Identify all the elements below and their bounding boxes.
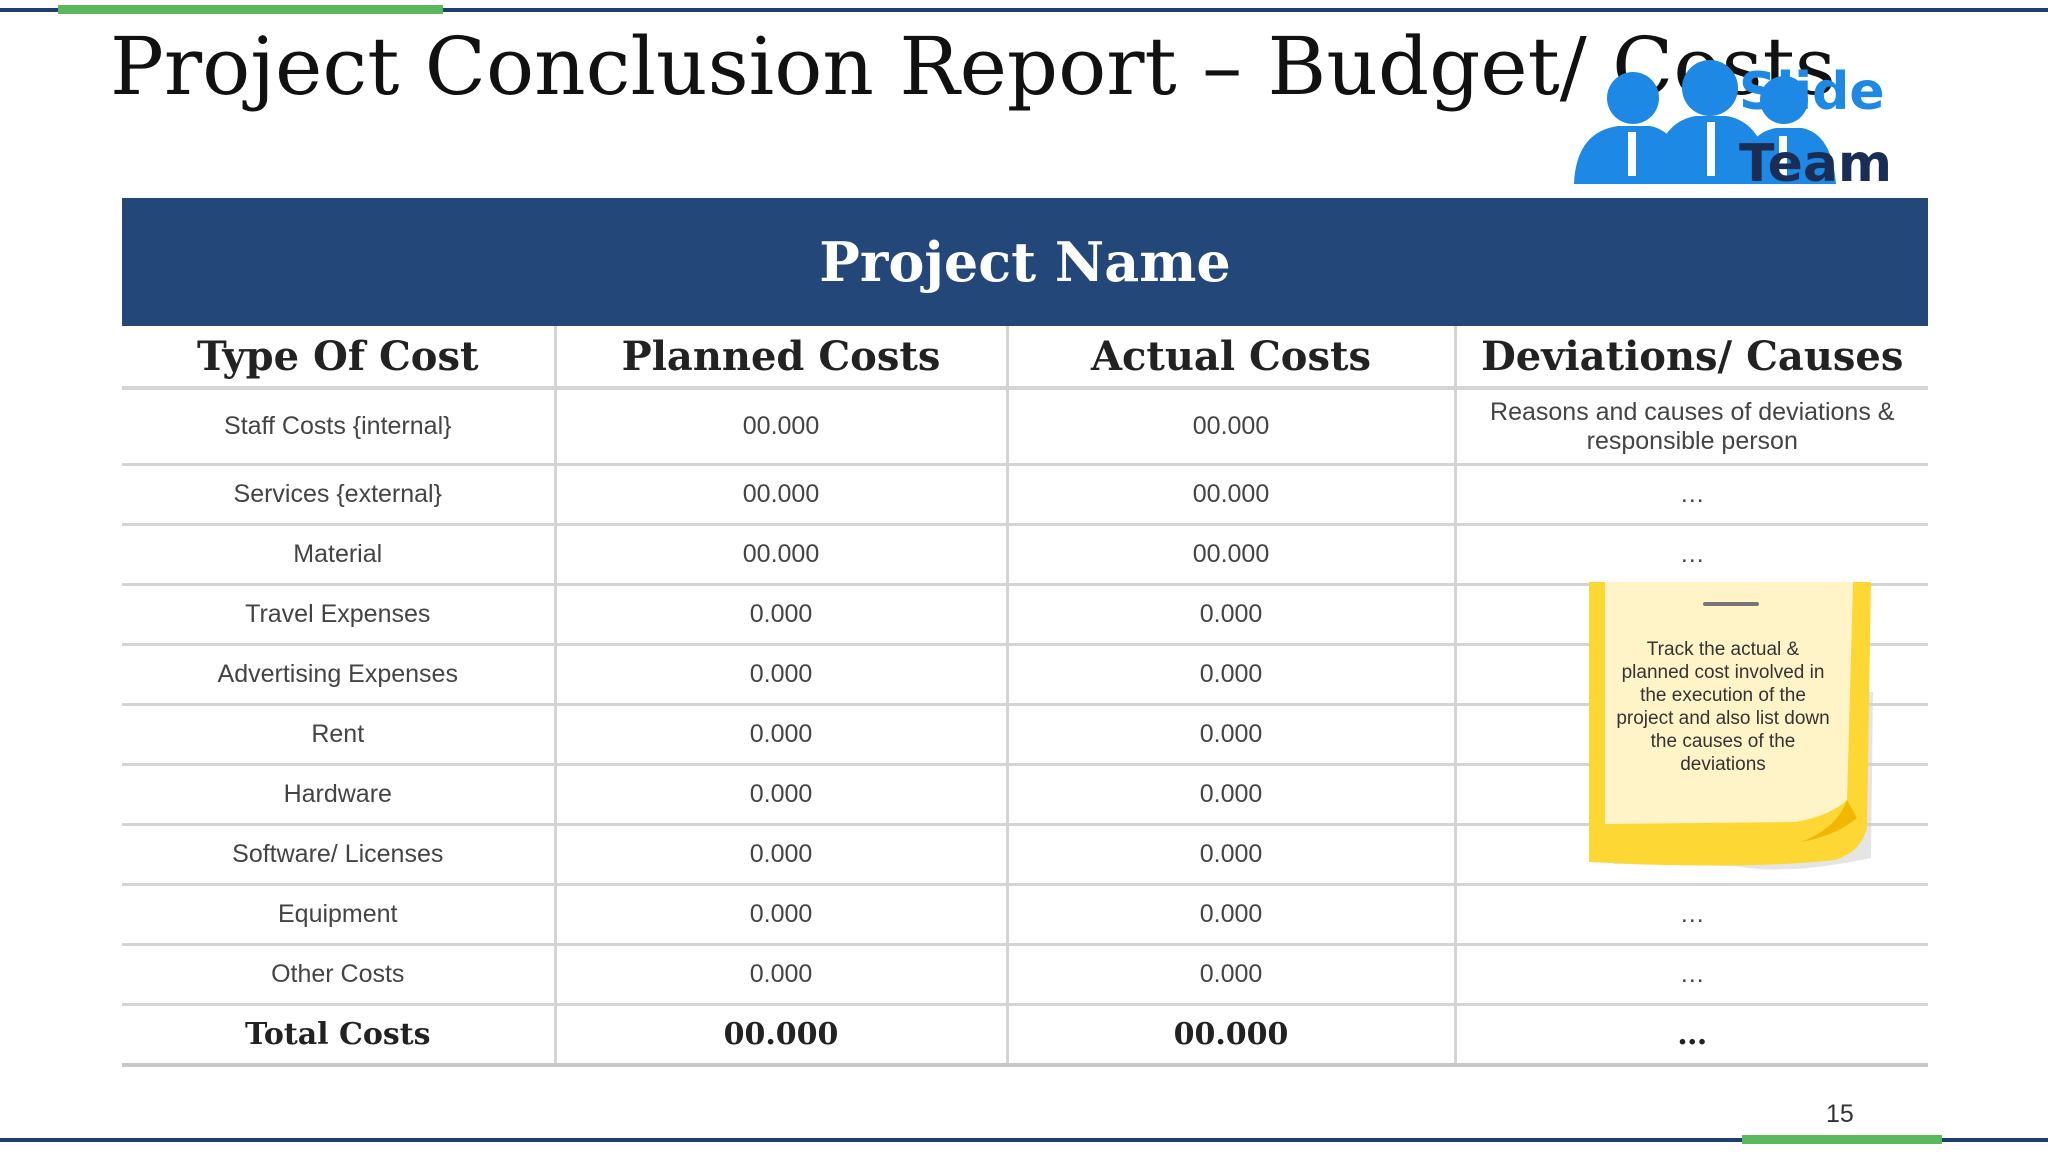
cell-actual: 0.000	[1005, 704, 1455, 766]
table-row: Services {external} 00.000 00.000 …	[122, 464, 1928, 526]
cell-deviation: …	[1453, 884, 1928, 946]
logo-text-slide: Slide	[1739, 62, 1885, 122]
table-row: Material 00.000 00.000 …	[122, 524, 1928, 586]
cell-type: Equipment	[122, 884, 555, 946]
header-actual-costs: Actual Costs	[1005, 326, 1455, 390]
cell-actual: 0.000	[1005, 644, 1455, 706]
sticky-note-icon	[1589, 582, 1873, 870]
top-green-accent	[58, 5, 443, 14]
cell-planned: 0.000	[553, 704, 1007, 766]
cell-deviation: Reasons and causes of deviations & respo…	[1453, 388, 1928, 466]
cell-type: Services {external}	[122, 464, 555, 526]
cell-actual: 00.000	[1005, 388, 1455, 466]
cell-type: Software/ Licenses	[122, 824, 555, 886]
cell-planned: 0.000	[553, 884, 1007, 946]
total-deviation: …	[1453, 1004, 1928, 1067]
header-type-of-cost: Type Of Cost	[122, 326, 555, 390]
cell-type: Rent	[122, 704, 555, 766]
total-planned: 00.000	[553, 1004, 1007, 1067]
bottom-border-rule	[0, 1138, 2048, 1142]
cell-type: Hardware	[122, 764, 555, 826]
table-row: Equipment 0.000 0.000 …	[122, 884, 1928, 946]
cell-planned: 0.000	[553, 824, 1007, 886]
cell-type: Travel Expenses	[122, 584, 555, 646]
logo-text-team: Team	[1739, 134, 1893, 194]
cell-type: Staff Costs {internal}	[122, 388, 555, 466]
cell-actual: 0.000	[1005, 944, 1455, 1006]
cell-actual: 00.000	[1005, 464, 1455, 526]
cell-planned: 00.000	[553, 464, 1007, 526]
slideteam-logo-icon	[1574, 60, 1836, 184]
sticky-note-text: Track the actual & planned cost involved…	[1616, 639, 1830, 775]
cell-planned: 0.000	[553, 644, 1007, 706]
cell-type: Advertising Expenses	[122, 644, 555, 706]
total-actual: 00.000	[1005, 1004, 1455, 1067]
cell-planned: 0.000	[553, 944, 1007, 1006]
table-row: Staff Costs {internal} 00.000 00.000 Rea…	[122, 388, 1928, 466]
table-header-row: Type Of Cost Planned Costs Actual Costs …	[122, 326, 1928, 390]
cell-deviation: …	[1453, 524, 1928, 586]
cell-actual: 0.000	[1005, 584, 1455, 646]
cell-planned: 0.000	[553, 764, 1007, 826]
cell-deviation: …	[1453, 944, 1928, 1006]
cell-type: Material	[122, 524, 555, 586]
cell-actual: 0.000	[1005, 824, 1455, 886]
cell-deviation: …	[1453, 464, 1928, 526]
bottom-green-accent	[1742, 1135, 1942, 1144]
page-number: 15	[1826, 1100, 1854, 1128]
cell-actual: 00.000	[1005, 524, 1455, 586]
table-row: Other Costs 0.000 0.000 …	[122, 944, 1928, 1006]
project-name-banner: Project Name	[122, 198, 1928, 326]
cell-planned: 00.000	[553, 388, 1007, 466]
top-border-rule	[0, 8, 2048, 12]
cell-actual: 0.000	[1005, 884, 1455, 946]
header-deviations-causes: Deviations/ Causes	[1453, 326, 1928, 390]
cell-planned: 00.000	[553, 524, 1007, 586]
slide-title: Project Conclusion Report – Budget/ Cost…	[110, 20, 1836, 113]
cell-actual: 0.000	[1005, 764, 1455, 826]
total-label: Total Costs	[122, 1004, 555, 1067]
cell-type: Other Costs	[122, 944, 555, 1006]
total-row: Total Costs 00.000 00.000 …	[122, 1004, 1928, 1067]
header-planned-costs: Planned Costs	[553, 326, 1007, 390]
cell-planned: 0.000	[553, 584, 1007, 646]
